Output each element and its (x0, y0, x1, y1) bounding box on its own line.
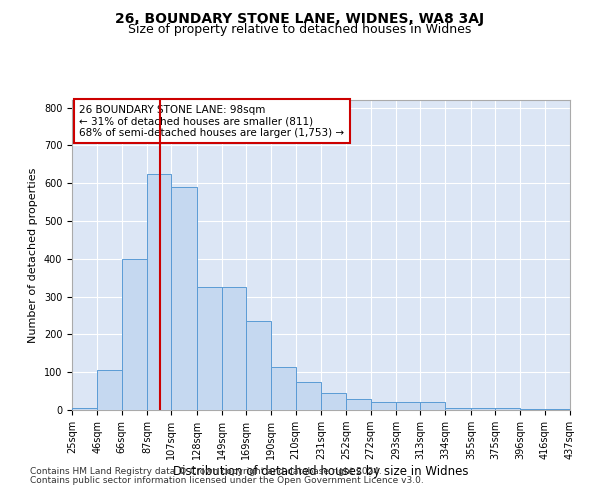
Bar (147, 174, 171, 410)
Bar (445, 408, 471, 410)
Bar (171, 187, 197, 410)
Bar (420, 402, 445, 410)
Bar (72, 408, 97, 410)
Bar (246, 321, 271, 410)
Text: Contains HM Land Registry data © Crown copyright and database right 2024.: Contains HM Land Registry data © Crown c… (30, 467, 382, 476)
Bar (371, 402, 396, 410)
Text: 26, BOUNDARY STONE LANE, WIDNES, WA8 3AJ: 26, BOUNDARY STONE LANE, WIDNES, WA8 3AJ (115, 12, 485, 26)
Bar (545, 409, 570, 410)
Bar (321, 393, 346, 410)
Bar (346, 398, 371, 410)
Text: 26 BOUNDARY STONE LANE: 98sqm
← 31% of detached houses are smaller (811)
68% of : 26 BOUNDARY STONE LANE: 98sqm ← 31% of d… (79, 104, 344, 138)
Text: Size of property relative to detached houses in Widnes: Size of property relative to detached ho… (128, 24, 472, 36)
Bar (122, 259, 147, 410)
Bar (296, 382, 321, 410)
X-axis label: Distribution of detached houses by size in Widnes: Distribution of detached houses by size … (173, 465, 469, 478)
Bar (520, 409, 545, 410)
Text: Contains public sector information licensed under the Open Government Licence v3: Contains public sector information licen… (30, 476, 424, 485)
Bar (222, 287, 246, 410)
Bar (271, 366, 296, 410)
Bar (97, 370, 122, 410)
Bar (495, 408, 520, 410)
Bar (471, 408, 495, 410)
Bar (396, 402, 420, 410)
Y-axis label: Number of detached properties: Number of detached properties (28, 168, 38, 342)
Bar (197, 287, 222, 410)
